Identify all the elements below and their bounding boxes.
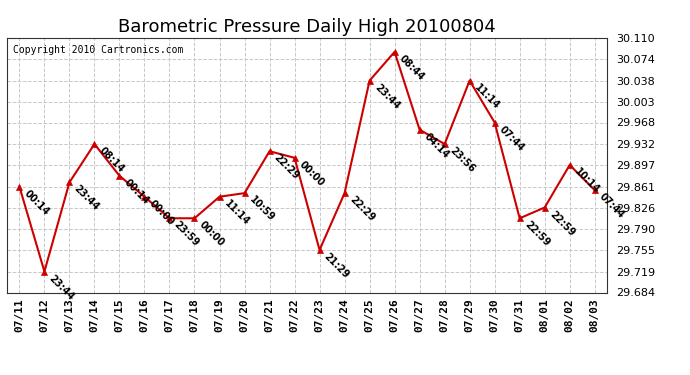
Text: 23:56: 23:56 xyxy=(447,146,476,174)
Text: 00:14: 00:14 xyxy=(122,177,151,206)
Text: 04:14: 04:14 xyxy=(422,131,451,160)
Text: 11:14: 11:14 xyxy=(222,198,251,227)
Text: 00:14: 00:14 xyxy=(22,188,51,217)
Text: 08:44: 08:44 xyxy=(397,53,426,82)
Text: 22:29: 22:29 xyxy=(347,195,376,224)
Text: 10:14: 10:14 xyxy=(573,166,602,195)
Text: 08:14: 08:14 xyxy=(97,146,126,174)
Text: 10:59: 10:59 xyxy=(247,195,276,224)
Text: 22:59: 22:59 xyxy=(522,220,551,249)
Text: 00:00: 00:00 xyxy=(197,220,226,249)
Text: 23:44: 23:44 xyxy=(47,273,76,302)
Text: Copyright 2010 Cartronics.com: Copyright 2010 Cartronics.com xyxy=(13,45,184,55)
Text: 22:59: 22:59 xyxy=(547,209,576,238)
Text: 07:44: 07:44 xyxy=(598,192,627,220)
Text: 00:00: 00:00 xyxy=(297,159,326,188)
Text: 22:29: 22:29 xyxy=(273,153,302,182)
Text: 23:59: 23:59 xyxy=(172,220,201,249)
Text: 00:00: 00:00 xyxy=(147,198,176,227)
Title: Barometric Pressure Daily High 20100804: Barometric Pressure Daily High 20100804 xyxy=(118,18,496,36)
Text: 11:14: 11:14 xyxy=(473,82,502,111)
Text: 07:44: 07:44 xyxy=(497,124,526,153)
Text: 23:44: 23:44 xyxy=(373,82,402,111)
Text: 21:29: 21:29 xyxy=(322,251,351,280)
Text: 23:44: 23:44 xyxy=(72,184,101,213)
